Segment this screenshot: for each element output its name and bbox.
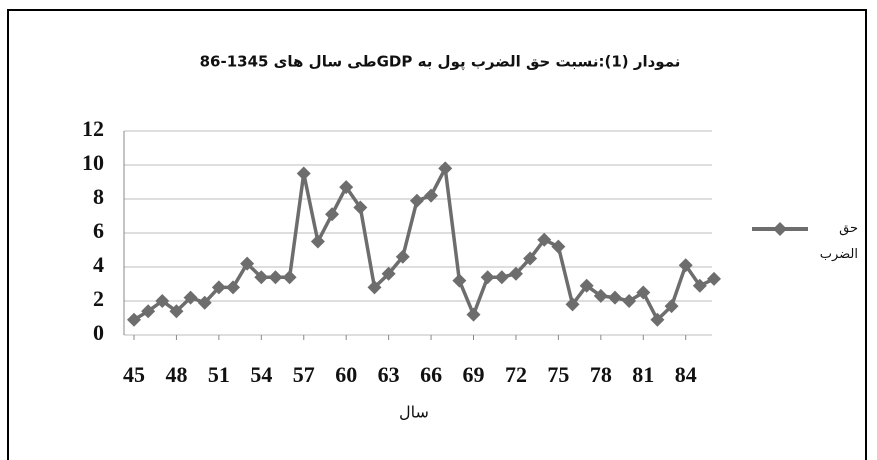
- data-point: [622, 294, 637, 308]
- x-tick-label: 84: [675, 362, 697, 387]
- x-tick-label: 48: [165, 362, 187, 387]
- data-point: [395, 249, 410, 264]
- chart-frame: [7, 9, 867, 460]
- data-point: [678, 258, 693, 273]
- data-point: [438, 161, 453, 176]
- data-point: [325, 207, 340, 222]
- data-point: [226, 280, 241, 295]
- data-point: [593, 288, 608, 303]
- data-point: [381, 266, 396, 281]
- data-point: [551, 239, 566, 254]
- data-point: [466, 307, 481, 322]
- y-tick-label: 4: [93, 252, 104, 277]
- data-point: [494, 270, 509, 285]
- x-tick-label: 72: [505, 362, 527, 387]
- data-point: [636, 285, 651, 300]
- x-tick-label: 51: [208, 362, 230, 387]
- y-tick-label: 8: [93, 184, 104, 209]
- x-tick-label: 69: [463, 362, 485, 387]
- x-tick-label: 54: [250, 362, 272, 387]
- data-point: [650, 312, 665, 327]
- data-point: [409, 193, 424, 208]
- data-point: [254, 270, 269, 285]
- data-point: [607, 290, 622, 305]
- data-point: [339, 180, 354, 195]
- data-point: [211, 280, 226, 295]
- x-axis-label: سال: [399, 403, 429, 422]
- x-tick-label: 57: [293, 362, 315, 387]
- legend-swatch: [752, 222, 808, 236]
- x-tick-label: 78: [590, 362, 612, 387]
- data-point: [692, 278, 707, 293]
- x-tick-label: 81: [632, 362, 654, 387]
- data-point: [141, 304, 156, 319]
- x-tick-label: 63: [378, 362, 400, 387]
- data-point: [353, 200, 368, 215]
- data-point: [197, 295, 212, 310]
- data-point: [523, 251, 538, 266]
- legend: حق الضرب: [750, 216, 860, 268]
- data-point: [282, 270, 297, 285]
- data-point: [155, 294, 170, 308]
- data-point: [127, 312, 141, 327]
- data-point: [169, 304, 184, 319]
- data-point: [707, 271, 721, 286]
- x-tick-label: 75: [547, 362, 569, 387]
- data-point: [424, 188, 439, 203]
- data-point: [268, 270, 283, 285]
- data-point: [452, 273, 467, 288]
- x-tick-label: 45: [123, 362, 145, 387]
- legend-label: حق الضرب: [819, 221, 858, 262]
- data-point: [508, 266, 523, 281]
- data-point: [579, 278, 594, 293]
- y-tick-label: 0: [93, 320, 104, 345]
- chart-title: نمودار (1):نسبت حق الضرب پول به GDPطی سا…: [200, 53, 681, 72]
- legend-marker: [773, 222, 787, 236]
- data-point: [367, 280, 382, 295]
- data-point: [310, 234, 325, 249]
- data-point: [664, 299, 679, 314]
- data-point: [183, 290, 198, 305]
- data-point: [296, 166, 311, 181]
- x-tick-label: 60: [335, 362, 357, 387]
- x-tick-label: 66: [420, 362, 442, 387]
- data-point: [537, 232, 552, 247]
- y-tick-label: 6: [93, 218, 104, 243]
- y-tick-label: 10: [82, 150, 104, 175]
- data-point: [240, 256, 255, 271]
- data-point: [565, 297, 580, 312]
- data-point: [480, 270, 495, 285]
- y-tick-label: 2: [93, 286, 104, 311]
- y-tick-label: 12: [82, 116, 104, 141]
